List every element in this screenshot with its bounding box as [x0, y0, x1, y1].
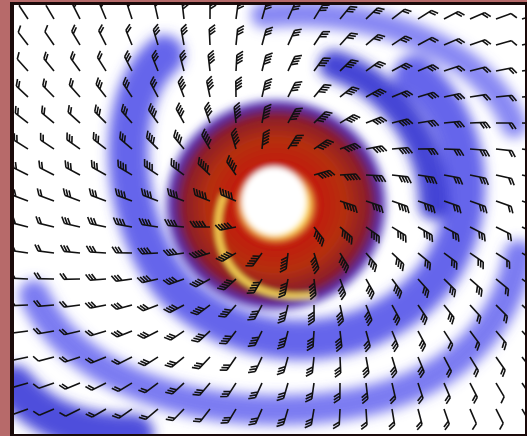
eyewall — [161, 95, 391, 315]
image-frame — [10, 2, 527, 436]
wind-map — [14, 5, 525, 434]
page: (() => { const g = document.getElementBy… — [0, 0, 527, 436]
